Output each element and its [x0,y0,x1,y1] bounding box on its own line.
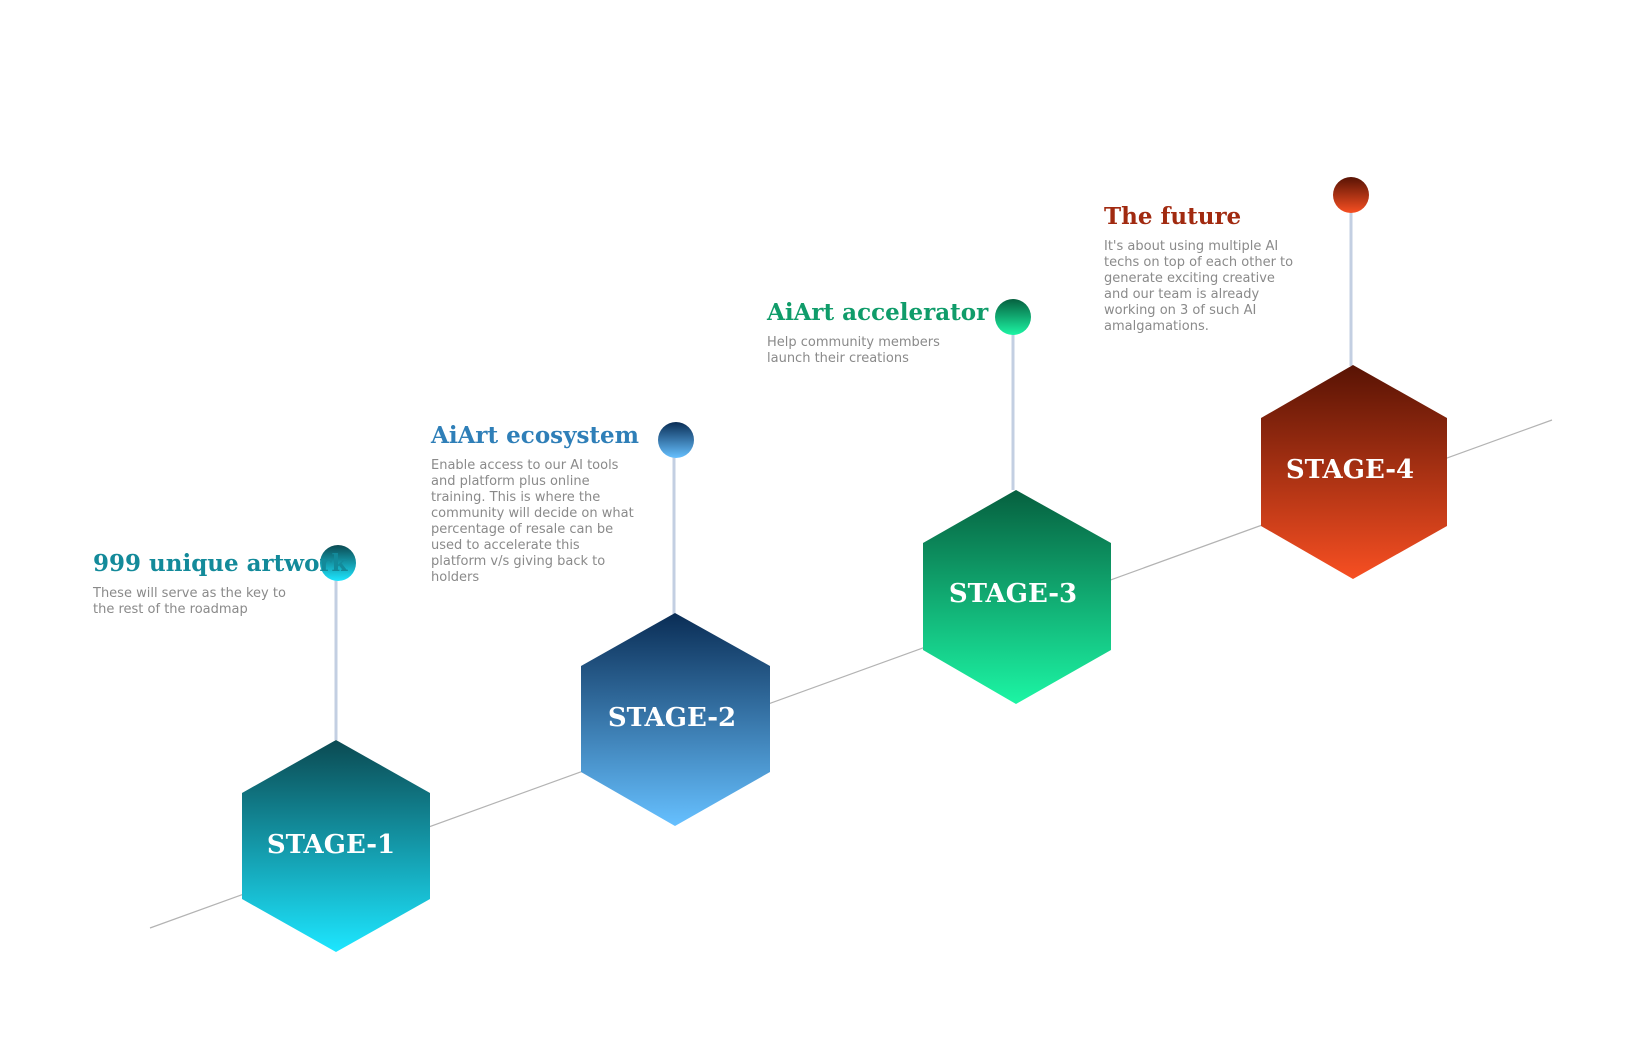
stage-1-label: STAGE-1 [267,830,395,860]
milestone-dot-stage-2 [658,422,694,458]
stage-1-description: These will serve as the key to the rest … [93,586,286,617]
stage-2-title: AiArt ecosystem [431,422,640,449]
stage-2-description: Enable access to our AI tools and platfo… [431,458,634,585]
stage-4-title: The future [1104,203,1242,230]
stage-4-label: STAGE-4 [1286,455,1414,485]
stage-3-info: AiArt accelerator Help community members… [767,299,989,367]
stage-1-title: 999 unique artwork [93,550,348,577]
stage-2-hexagon [581,613,770,826]
milestone-dot-stage-4 [1333,177,1369,213]
stage-2-info: AiArt ecosystem Enable access to our AI … [431,422,640,586]
stage-1-hexagon [242,740,430,952]
stage-2-label: STAGE-2 [608,703,736,733]
stage-4-description: It's about using multiple AI techs on to… [1104,239,1294,334]
milestone-dot-stage-3 [995,299,1031,335]
stage-4-hexagon [1261,365,1447,579]
stage-3-label: STAGE-3 [949,579,1077,609]
stage-1-info: 999 unique artwork These will serve as t… [93,550,348,618]
milestone-dot-stage-1 [320,545,356,581]
stage-3-description: Help community members launch their crea… [767,335,940,366]
stage-4-info: The future It's about using multiple AI … [1104,203,1299,335]
stage-3-title: AiArt accelerator [767,299,989,326]
stage-3-hexagon [923,490,1111,704]
